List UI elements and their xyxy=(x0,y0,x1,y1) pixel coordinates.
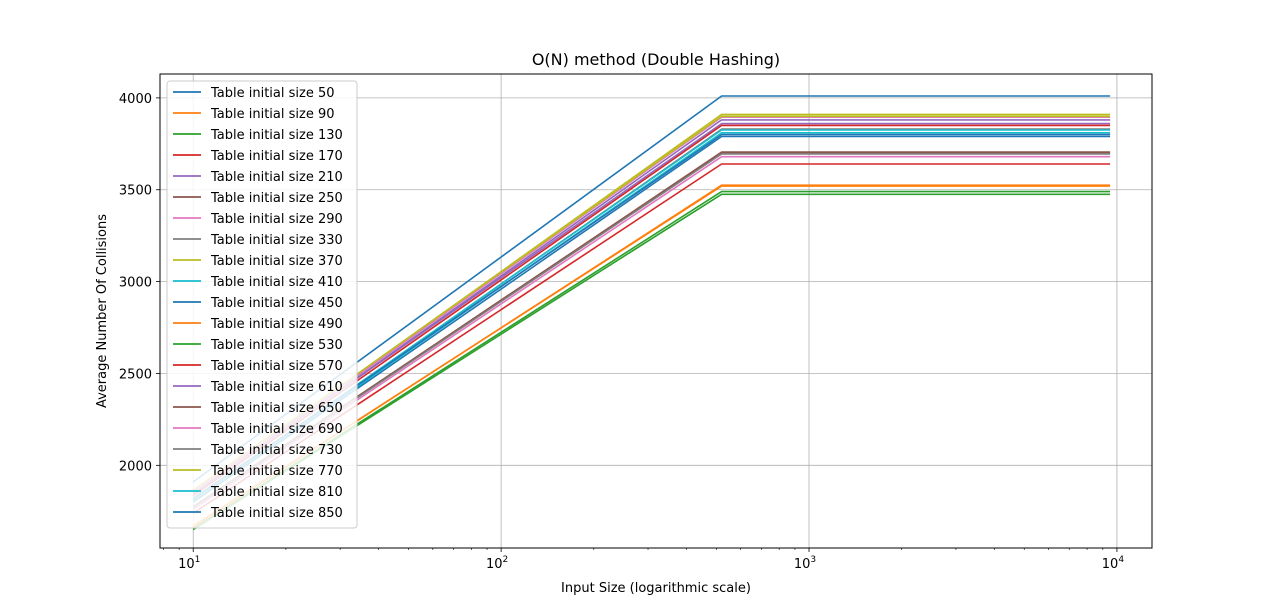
series-line-0 xyxy=(192,95,1111,483)
legend-label: Table initial size 450 xyxy=(210,296,343,311)
legend-label: Table initial size 610 xyxy=(210,380,343,395)
legend-label: Table initial size 730 xyxy=(210,443,343,458)
legend: Table initial size 50 Table initial size … xyxy=(166,80,358,529)
x-tick-label: 103 xyxy=(794,555,816,572)
x-tick-label: 102 xyxy=(486,555,508,572)
y-axis-label: Average Number Of Collisions xyxy=(95,214,110,408)
legend-label: Table initial size 290 xyxy=(210,212,343,227)
series-line-20 xyxy=(192,133,1111,500)
legend-label: Table initial size 90 xyxy=(210,107,335,122)
series-line-3 xyxy=(192,163,1111,514)
series-line-11 xyxy=(192,184,1111,528)
legend-label: Table initial size 650 xyxy=(210,401,343,416)
plot-frame xyxy=(159,73,1153,549)
series-line-14 xyxy=(192,119,1111,495)
legend-label: Table initial size 410 xyxy=(210,275,343,290)
legend-label: Table initial size 210 xyxy=(210,170,343,185)
series-line-18 xyxy=(192,115,1111,491)
series-line-9 xyxy=(192,132,1111,502)
x-tick-label: 104 xyxy=(1102,555,1125,572)
y-tick-label: 2500 xyxy=(119,367,152,382)
y-axis: 2000 2500 3000 3500 4000 xyxy=(119,92,160,474)
series-lines xyxy=(192,95,1111,531)
legend-label: Table initial size 330 xyxy=(210,233,343,248)
legend-label: Table initial size 690 xyxy=(210,422,343,437)
legend-label: Table initial size 850 xyxy=(210,506,343,521)
y-tick-label: 2000 xyxy=(119,459,152,474)
series-line-17 xyxy=(192,153,1111,509)
x-tick-label: 101 xyxy=(178,555,200,572)
legend-label: Table initial size 810 xyxy=(210,485,343,500)
y-tick-label: 3500 xyxy=(119,184,152,199)
x-axis: 101 102 103 104 xyxy=(163,548,1124,572)
legend-label: Table initial size 50 xyxy=(210,86,335,101)
legend-label: Table initial size 370 xyxy=(210,254,343,269)
legend-label: Table initial size 130 xyxy=(210,128,343,143)
y-tick-label: 3000 xyxy=(119,276,152,291)
series-line-15 xyxy=(192,151,1111,508)
legend-label: Table initial size 530 xyxy=(210,338,343,353)
legend-label: Table initial size 250 xyxy=(210,191,343,206)
series-line-13 xyxy=(192,124,1111,497)
legend-label: Table initial size 770 xyxy=(210,464,343,479)
legend-label: Table initial size 490 xyxy=(210,317,343,332)
series-line-10 xyxy=(192,135,1111,503)
legend-label: Table initial size 170 xyxy=(210,149,343,164)
legend-label: Table initial size 570 xyxy=(210,359,343,374)
series-line-6 xyxy=(192,155,1111,511)
series-line-2 xyxy=(192,190,1111,530)
x-axis-label: Input Size (logarithmic scale) xyxy=(561,581,751,596)
y-tick-label: 4000 xyxy=(119,92,152,107)
chart-title: O(N) method (Double Hashing) xyxy=(532,50,780,69)
legend-box xyxy=(166,80,358,529)
series-line-12 xyxy=(192,193,1111,531)
